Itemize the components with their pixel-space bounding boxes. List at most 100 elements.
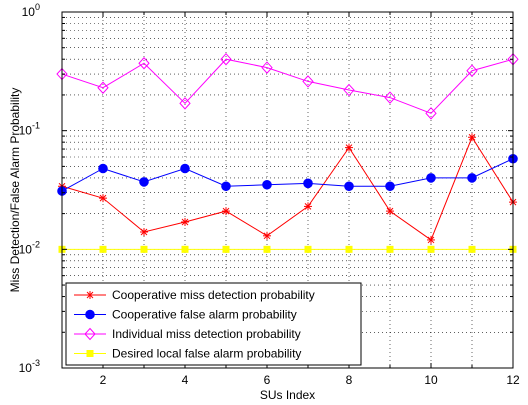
x-tick-label: 2 bbox=[100, 373, 107, 387]
data-point bbox=[263, 245, 271, 253]
data-point bbox=[304, 202, 312, 211]
data-point bbox=[138, 56, 150, 70]
data-point bbox=[425, 107, 437, 120]
legend-item: Cooperative false alarm probability bbox=[74, 308, 297, 322]
marker-shape bbox=[263, 245, 271, 253]
data-point bbox=[426, 173, 436, 183]
x-axis-title: SUs Index bbox=[260, 388, 315, 402]
y-tick-label: 10-3 bbox=[19, 358, 40, 375]
data-point bbox=[345, 245, 353, 253]
marker-shape bbox=[86, 350, 94, 357]
data-point bbox=[384, 91, 396, 104]
marker-stroke bbox=[345, 144, 353, 151]
legend-marker bbox=[86, 291, 94, 299]
marker-shape bbox=[84, 327, 96, 341]
data-point bbox=[262, 179, 272, 190]
marker-shape bbox=[222, 245, 230, 253]
marker-shape bbox=[344, 181, 354, 192]
marker-shape bbox=[85, 309, 95, 320]
marker-stroke bbox=[263, 232, 271, 240]
marker-shape bbox=[181, 245, 189, 253]
marker-shape bbox=[139, 177, 149, 187]
marker-stroke bbox=[86, 291, 94, 299]
data-point bbox=[344, 181, 354, 192]
series-layer bbox=[56, 52, 519, 253]
marker-shape bbox=[302, 75, 314, 88]
marker-shape bbox=[343, 83, 355, 97]
marker-stroke bbox=[304, 203, 312, 210]
series-line bbox=[61, 136, 514, 241]
marker-stroke bbox=[99, 194, 107, 202]
marker-shape bbox=[467, 173, 477, 183]
marker-shape bbox=[98, 163, 108, 174]
data-point bbox=[140, 227, 148, 236]
marker-shape bbox=[261, 61, 273, 74]
y-tick-label: 10-1 bbox=[19, 121, 40, 138]
series-3 bbox=[56, 52, 519, 120]
x-tick-label: 6 bbox=[264, 373, 271, 387]
data-point bbox=[467, 173, 477, 183]
marker-stroke bbox=[427, 236, 435, 244]
data-point bbox=[302, 75, 314, 88]
marker-shape bbox=[303, 178, 313, 189]
data-point bbox=[466, 64, 478, 77]
data-point bbox=[97, 81, 109, 94]
marker-shape bbox=[179, 97, 191, 110]
marker-stroke bbox=[468, 133, 476, 141]
series-line bbox=[61, 158, 514, 192]
legend-label: Cooperative false alarm probability bbox=[112, 308, 297, 322]
data-point bbox=[181, 245, 189, 253]
marker-shape bbox=[97, 81, 109, 94]
data-point bbox=[468, 133, 476, 142]
marker-stroke bbox=[386, 207, 394, 215]
data-point bbox=[222, 207, 230, 216]
data-point bbox=[304, 245, 312, 253]
marker-shape bbox=[99, 245, 107, 253]
data-point bbox=[345, 143, 353, 152]
data-point bbox=[181, 217, 189, 226]
marker-shape bbox=[140, 245, 148, 253]
data-point bbox=[468, 245, 476, 253]
series-4 bbox=[58, 245, 517, 253]
y-axis-title: Miss Detection/False Alarm Probability bbox=[8, 88, 22, 293]
data-point bbox=[99, 194, 107, 203]
marker-shape bbox=[138, 56, 150, 70]
data-point bbox=[343, 83, 355, 97]
marker-shape bbox=[220, 52, 232, 66]
marker-shape bbox=[345, 245, 353, 253]
data-point bbox=[386, 207, 394, 216]
series-line bbox=[61, 58, 514, 114]
data-point bbox=[386, 245, 394, 253]
data-point bbox=[220, 52, 232, 66]
marker-shape bbox=[468, 245, 476, 253]
data-point bbox=[140, 245, 148, 253]
data-point bbox=[385, 181, 395, 192]
data-point bbox=[221, 181, 231, 192]
data-point bbox=[180, 163, 190, 174]
series-1 bbox=[58, 133, 517, 244]
x-tick-label: 10 bbox=[424, 373, 438, 387]
marker-shape bbox=[427, 245, 435, 253]
marker-shape bbox=[466, 64, 478, 77]
data-point bbox=[303, 178, 313, 189]
legend-marker bbox=[86, 350, 94, 357]
series-2 bbox=[57, 153, 518, 196]
legend-marker bbox=[85, 309, 95, 320]
legend-item: Individual miss detection probability bbox=[74, 327, 301, 341]
data-point bbox=[427, 235, 435, 244]
tick-layer: 2 4 6 8 10 12 10-3 10-2 10-1 100 bbox=[19, 2, 520, 387]
marker-shape bbox=[221, 181, 231, 192]
x-tick-label: 12 bbox=[506, 373, 520, 387]
marker-shape bbox=[384, 91, 396, 104]
data-point bbox=[261, 61, 273, 74]
y-tick-label: 100 bbox=[22, 2, 40, 19]
legend-label: Cooperative miss detection probability bbox=[112, 288, 315, 302]
marker-shape bbox=[425, 107, 437, 120]
legend-marker bbox=[84, 327, 96, 341]
plot-frame bbox=[61, 11, 514, 369]
data-point bbox=[427, 245, 435, 253]
data-point bbox=[179, 97, 191, 110]
legend-box bbox=[65, 282, 362, 366]
